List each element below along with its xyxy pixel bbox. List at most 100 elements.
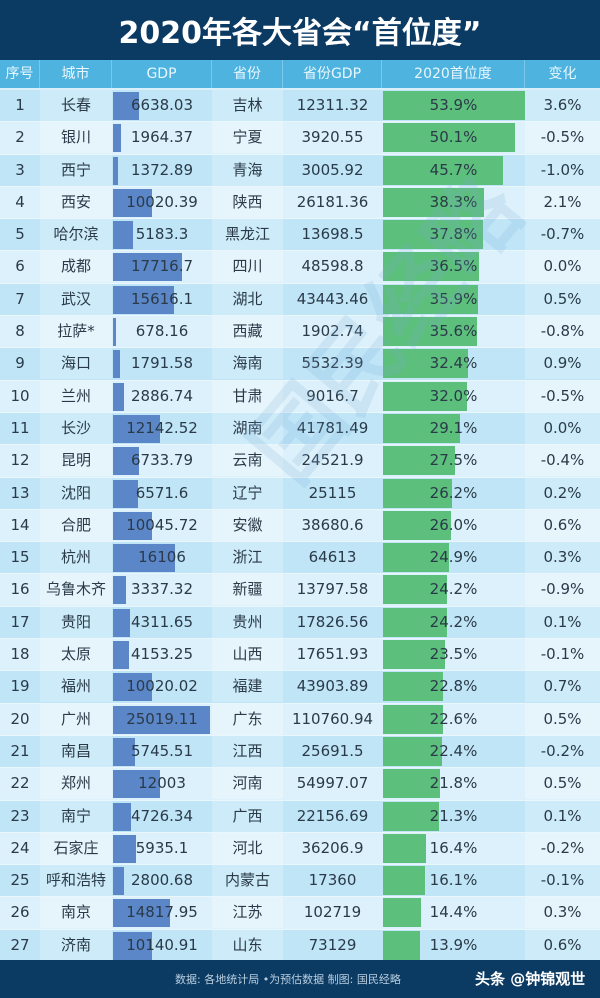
cell-city: 呼和浩特	[45, 871, 106, 890]
cell-primacy: 26.0%	[429, 515, 478, 534]
cell-province: 辽宁	[232, 483, 263, 502]
table-row: 24 石家庄 5935.1 河北 36206.9 16.4% -0.2%	[0, 832, 600, 866]
cell-province: 海南	[232, 354, 263, 373]
cell-province-gdp: 12311.32	[296, 96, 369, 114]
cell-primacy: 35.6%	[429, 322, 478, 341]
gdp-bar	[113, 382, 125, 411]
cell-change: -1.0%	[540, 160, 585, 179]
cell-rank: 13	[10, 483, 30, 502]
cell-province: 湖南	[232, 418, 263, 437]
cell-city: 长春	[60, 96, 91, 114]
gdp-bar	[113, 705, 210, 734]
cell-city: 长沙	[60, 418, 91, 437]
cell-province-gdp: 17651.93	[296, 645, 369, 664]
gdp-bar	[113, 641, 130, 670]
cell-change: 0.7%	[543, 677, 582, 696]
cell-province: 云南	[232, 451, 263, 470]
table-row: 25 呼和浩特 2800.68 内蒙古 17360 16.1% -0.1%	[0, 865, 600, 898]
table-row: 23 南宁 4726.34 广西 22156.69 21.3% 0.1%	[0, 800, 600, 833]
cell-province: 河南	[232, 774, 263, 793]
cell-rank: 19	[10, 677, 30, 696]
cell-change: 0.1%	[543, 806, 582, 825]
gdp-bar	[113, 156, 119, 185]
gdp-bar	[113, 447, 140, 476]
primacy-bar	[383, 478, 453, 508]
gdp-bar	[113, 318, 116, 347]
cell-rank: 27	[10, 935, 30, 954]
cell-gdp: 10045.72	[126, 515, 198, 534]
cell-province-gdp: 38680.6	[301, 515, 364, 534]
cell-province: 四川	[232, 257, 263, 276]
cell-change: -0.4%	[540, 451, 585, 470]
table-row: 9 海口 1791.58 海南 5532.39 32.4% 0.9%	[0, 348, 600, 381]
cell-city: 合肥	[60, 515, 91, 534]
header-rank: 序号	[0, 60, 40, 88]
cell-gdp: 25019.11	[126, 709, 198, 728]
cell-change: 0.5%	[543, 289, 582, 308]
cell-gdp: 6571.6	[135, 483, 189, 502]
cell-primacy: 45.7%	[429, 160, 478, 179]
cell-province: 山东	[232, 935, 263, 954]
cell-province-gdp: 36206.9	[301, 838, 364, 857]
cell-rank: 5	[15, 225, 25, 244]
cell-province: 江苏	[232, 903, 263, 922]
cell-city: 南宁	[60, 806, 91, 825]
cell-primacy: 22.6%	[429, 709, 478, 728]
table-row: 16 乌鲁木齐 3337.32 新疆 13797.58 24.2% -0.9%	[0, 574, 600, 607]
cell-change: -0.7%	[540, 225, 585, 244]
cell-rank: 14	[10, 515, 30, 534]
table-row: 11 长沙 12142.52 湖南 41781.49 29.1% 0.0%	[0, 412, 600, 446]
cell-primacy: 53.9%	[429, 96, 478, 114]
cell-province: 广西	[232, 806, 263, 825]
header-gdp: GDP	[112, 60, 212, 88]
primacy-bar	[383, 413, 460, 443]
cell-province: 青海	[232, 160, 263, 179]
gdp-bar	[113, 608, 130, 637]
cell-change: 0.0%	[543, 418, 582, 437]
cell-change: 0.3%	[543, 903, 582, 922]
cell-city: 南昌	[60, 741, 91, 760]
gdp-bar	[113, 867, 124, 896]
cell-province-gdp: 3920.55	[301, 128, 364, 147]
cell-city: 福州	[60, 677, 91, 696]
cell-city: 济南	[60, 935, 91, 954]
primacy-bar	[383, 317, 477, 347]
table-row: 3 西宁 1372.89 青海 3005.92 45.7% -1.0%	[0, 154, 600, 187]
cell-primacy: 24.2%	[429, 612, 478, 631]
gdp-bar	[113, 544, 176, 573]
gdp-bar	[113, 511, 152, 540]
cell-gdp: 1372.89	[130, 160, 194, 179]
gdp-bar	[113, 188, 152, 217]
cell-gdp: 12142.52	[126, 418, 198, 437]
cell-change: -0.8%	[540, 322, 585, 341]
cell-province-gdp: 25115	[308, 483, 357, 502]
cell-province: 黑龙江	[224, 225, 270, 244]
cell-gdp: 6638.03	[130, 96, 194, 114]
cell-city: 昆明	[60, 451, 91, 470]
table-row: 7 武汉 15616.1 湖北 43443.46 35.9% 0.5%	[0, 283, 600, 317]
gdp-bar	[113, 350, 120, 379]
cell-city: 贵阳	[60, 612, 91, 631]
table-row: 20 广州 25019.11 广东 110760.94 22.6% 0.5%	[0, 703, 600, 736]
primacy-bar	[383, 284, 478, 314]
cell-province: 河北	[232, 838, 263, 857]
cell-change: 0.2%	[543, 483, 582, 502]
author-watermark: 头条 @钟锦观世	[475, 970, 586, 988]
cell-city: 拉萨*	[57, 322, 95, 341]
gdp-bar	[113, 931, 153, 960]
table-row: 5 哈尔滨 5183.3 黑龙江 13698.5 37.8% -0.7%	[0, 219, 600, 252]
cell-primacy: 36.5%	[429, 257, 478, 276]
cell-change: -0.5%	[540, 386, 585, 405]
cell-province-gdp: 22156.69	[296, 806, 369, 825]
cell-gdp: 14817.95	[126, 903, 198, 922]
table-row: 26 南京 14817.95 江苏 102719 14.4% 0.3%	[0, 897, 600, 930]
primacy-bar	[383, 510, 452, 540]
gdp-bar	[113, 221, 134, 250]
table-row: 17 贵阳 4311.65 贵州 17826.56 24.2% 0.1%	[0, 606, 600, 640]
cell-change: -0.1%	[540, 871, 585, 890]
cell-city: 武汉	[60, 289, 91, 308]
gdp-bar	[113, 92, 139, 120]
table-row: 8 拉萨* 678.16 西藏 1902.74 35.6% -0.8%	[0, 316, 600, 349]
cell-change: 2.1%	[543, 192, 582, 211]
table-header: 序号 城市 GDP 省份 省份GDP 2020首位度 变化	[0, 60, 600, 90]
